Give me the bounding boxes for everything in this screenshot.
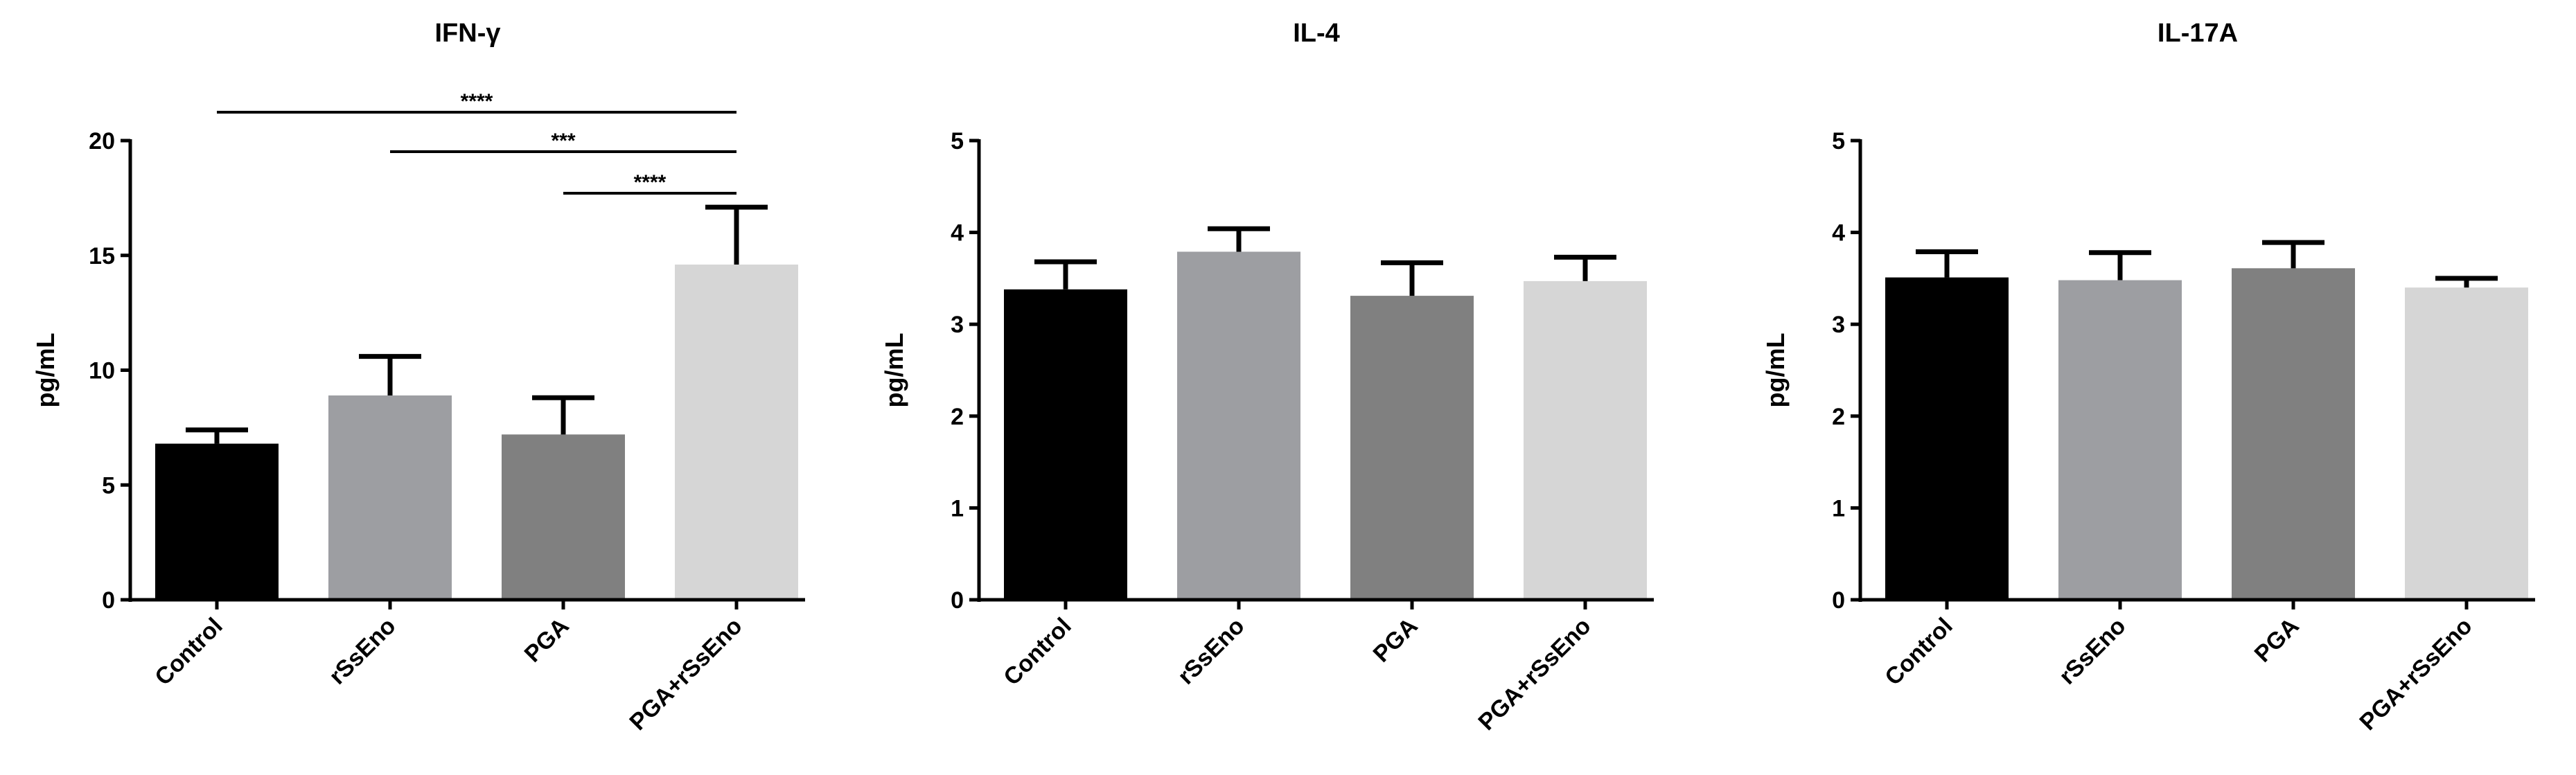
- bar-pga: [1350, 296, 1474, 600]
- error-bar: [1208, 226, 1270, 252]
- error-bar: [2089, 250, 2151, 280]
- error-bar: [186, 427, 248, 444]
- bar-control: [155, 443, 279, 600]
- chart-panel-ifn-gamma: IFN-γ 0 5 10 15 20 Control rSsEno PGA PGA+rSsEno p…: [31, 19, 805, 736]
- significance-bracket: ****: [217, 90, 736, 114]
- y-tick-label: 5: [102, 472, 115, 499]
- y-tick-label: 15: [89, 243, 115, 269]
- error-bar: [705, 204, 768, 265]
- x-tick-label: PGA+rSsEno: [624, 613, 747, 736]
- error-bar: [1381, 260, 1443, 296]
- significance-label: ***: [551, 130, 575, 152]
- x-tick-label: Control: [1880, 613, 1957, 691]
- x-tick-label: Control: [998, 613, 1076, 691]
- y-tick-label: 2: [951, 404, 964, 430]
- bar-pga-rsseno: [1524, 280, 1647, 600]
- x-tick-label: PGA+rSsEno: [2354, 613, 2477, 736]
- x-tick-label: Control: [150, 613, 227, 691]
- y-tick-label: 20: [89, 128, 115, 154]
- bar-rsseno: [2058, 280, 2182, 600]
- x-tick-label: rSsEno: [2054, 613, 2131, 690]
- chart-panel-il-4: IL-4 0 1 2 3 4 5 Control rSsEno PGA PGA+rSsEno pg/m…: [880, 19, 1654, 736]
- bar-rsseno: [328, 395, 452, 600]
- y-axis-label: pg/mL: [31, 333, 60, 408]
- x-tick-label: PGA: [520, 613, 574, 668]
- chart-title: IFN-γ: [435, 19, 501, 48]
- significance-label: ****: [461, 90, 493, 113]
- error-bar: [1034, 259, 1097, 289]
- significance-bracket: ***: [390, 130, 736, 153]
- y-tick-label: 0: [102, 587, 115, 614]
- error-bar: [2435, 276, 2498, 288]
- y-tick-label: 3: [951, 312, 964, 338]
- error-bar: [2262, 240, 2324, 269]
- bar-control: [1004, 289, 1127, 600]
- chart-title: IL-17A: [2158, 19, 2238, 48]
- bar-pga-rsseno: [2405, 287, 2528, 600]
- y-tick-label: 5: [1832, 128, 1845, 154]
- y-tick-label: 1: [951, 495, 964, 522]
- bar-pga-rsseno: [675, 265, 798, 600]
- y-axis-label: pg/mL: [1761, 333, 1790, 408]
- y-tick-label: 2: [1832, 404, 1845, 430]
- x-tick-label: rSsEno: [324, 613, 401, 690]
- significance-bracket: ****: [563, 171, 736, 195]
- y-tick-label: 4: [1832, 220, 1845, 247]
- y-tick-label: 4: [951, 220, 964, 247]
- error-bar: [1916, 249, 1978, 278]
- y-tick-label: 5: [951, 128, 964, 154]
- x-tick-label: PGA: [2250, 613, 2304, 668]
- y-tick-label: 10: [89, 358, 115, 384]
- error-bar: [532, 395, 594, 435]
- x-tick-label: PGA+rSsEno: [1473, 613, 1596, 736]
- x-tick-label: rSsEno: [1173, 613, 1250, 690]
- chart-panel-il-17a: IL-17A 0 1 2 3 4 5 Control rSsEno PGA PGA+rSsEno pg…: [1761, 19, 2535, 736]
- y-axis-label: pg/mL: [880, 333, 908, 408]
- bar-rsseno: [1177, 251, 1300, 600]
- significance-label: ****: [634, 171, 667, 194]
- error-bar: [1554, 254, 1616, 281]
- error-bar: [359, 354, 421, 395]
- y-tick-label: 3: [1832, 312, 1845, 338]
- chart-title: IL-4: [1293, 19, 1340, 48]
- y-tick-label: 0: [1832, 587, 1845, 614]
- x-tick-label: PGA: [1368, 613, 1423, 668]
- bar-pga: [2232, 268, 2355, 600]
- bar-control: [1885, 277, 2009, 600]
- bar-pga: [502, 434, 625, 600]
- y-tick-label: 0: [951, 587, 964, 614]
- y-tick-label: 1: [1832, 495, 1845, 522]
